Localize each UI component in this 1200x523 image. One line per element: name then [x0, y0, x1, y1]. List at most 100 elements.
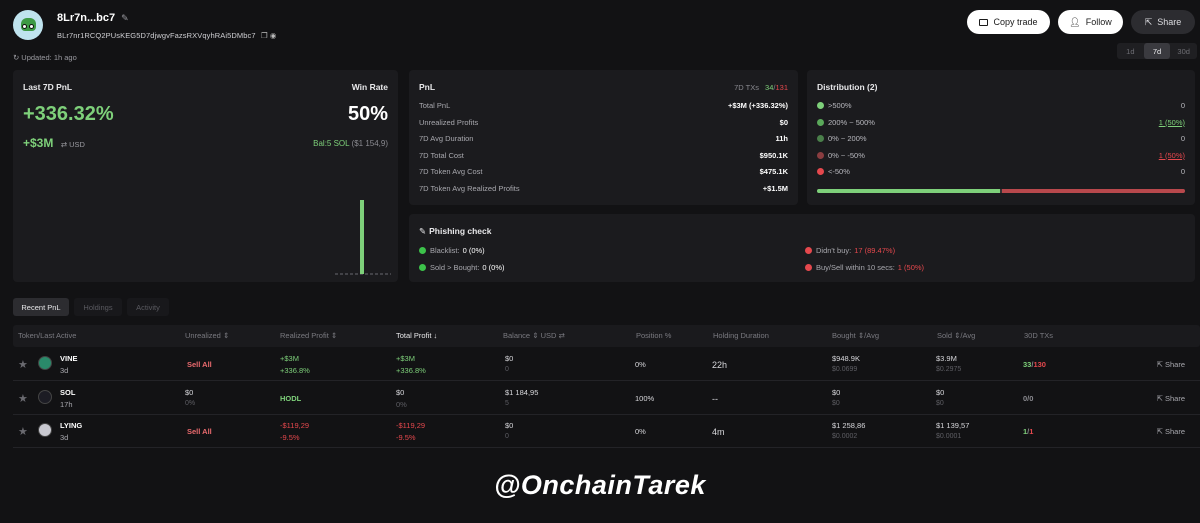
- period-1d[interactable]: 1d: [1126, 46, 1135, 56]
- refresh-icon[interactable]: ↻: [13, 53, 20, 62]
- sold-value: $1 139,57: [936, 421, 970, 430]
- hodl-badge: HODL: [280, 393, 302, 403]
- table-row[interactable]: ★ VINE 3d Sell All +$3M +336.8% +$3M +336.8% $0 0…: [13, 348, 1200, 381]
- status-dot-icon: [419, 264, 426, 271]
- pnl-row-label: 7D Token Avg Realized Profits: [419, 183, 520, 193]
- sell-all-button[interactable]: Sell All: [187, 360, 212, 369]
- pnl-row-label: 7D Total Cost: [419, 150, 464, 160]
- position-value: 0%: [635, 360, 646, 369]
- txs-sep: /: [773, 83, 776, 92]
- col-sold-label: Sold: [937, 331, 953, 340]
- share-label: Share: [1157, 17, 1182, 27]
- tab-activity[interactable]: Activity: [127, 298, 169, 316]
- distribution-row-label: <-50%: [828, 167, 850, 176]
- token-age: 3d: [60, 433, 69, 442]
- col-balance[interactable]: Balance ⇕ USD ⇄: [503, 331, 565, 340]
- token-icon: [38, 423, 52, 437]
- pnl-row-label: 7D Token Avg Cost: [419, 167, 483, 176]
- txs-sep: /: [1027, 427, 1030, 436]
- status-dot-icon: [805, 247, 812, 254]
- txs-label: 7D TXs: [734, 83, 759, 92]
- txs-win: 34: [765, 83, 774, 92]
- favorite-star-icon[interactable]: ★: [18, 426, 28, 438]
- bought-value: $948.9K: [832, 354, 860, 363]
- follow-label: Follow: [1085, 17, 1112, 27]
- total-sub: 0%: [396, 399, 407, 409]
- distribution-row-label: 200% ~ 500%: [828, 117, 875, 127]
- period-30d[interactable]: 30d: [1177, 46, 1190, 56]
- distribution-bar-red: [1002, 189, 1185, 193]
- favorite-star-icon[interactable]: ★: [18, 359, 28, 371]
- holding-duration: 4m: [712, 427, 725, 437]
- col-unrealized[interactable]: Unrealized ⇕: [185, 331, 229, 340]
- row-share-button[interactable]: ⇱ Share: [1157, 360, 1185, 369]
- table-row[interactable]: ★ SOL 17h $0 0% HODL $0 0% $1 184,95 5 100% -- $0 $0 $…: [13, 382, 1200, 415]
- status-dot-icon: [817, 151, 824, 159]
- txs-loss: 0: [1029, 393, 1034, 403]
- winrate-value: 50%: [347, 103, 388, 125]
- share-label: Share: [1164, 427, 1185, 436]
- phishing-panel: ✎ Phishing check Blacklist: 0 (0%) Sold > B…: [409, 214, 1195, 282]
- wallet-title: 8Lr7n...bc7 ✎: [57, 12, 129, 24]
- sell-all-button[interactable]: Sell All: [187, 427, 212, 436]
- col-token[interactable]: Token/Last Active: [18, 331, 76, 340]
- col-position-label: Position %: [636, 331, 672, 340]
- row-share-button[interactable]: ⇱ Share: [1157, 394, 1185, 403]
- explorer-icon[interactable]: ◉: [269, 31, 277, 40]
- col-total-label: Total Profit: [396, 331, 432, 340]
- status-dot-icon: [817, 118, 824, 126]
- balance-sub: 0: [505, 366, 509, 373]
- copy-trade-button[interactable]: Copy trade: [967, 10, 1050, 34]
- pnl-row-label: Total PnL: [419, 101, 451, 110]
- distribution-row-label: 0% ~ 200%: [828, 134, 867, 143]
- col-unrealized-label: Unrealized: [185, 331, 221, 340]
- sort-icon: ⇕: [532, 331, 539, 340]
- token-name[interactable]: VINE: [60, 354, 78, 363]
- distribution-row: <-50%: [817, 167, 850, 176]
- distribution-panel: Distribution (2) >500% 0 200% ~ 500% 1 (50%…: [807, 70, 1195, 205]
- distribution-row-value[interactable]: 1 (50%): [1158, 150, 1185, 160]
- distribution-row-value[interactable]: 1 (50%): [1158, 117, 1185, 127]
- col-realized[interactable]: Realized Profit ⇕: [280, 331, 337, 340]
- total-value: -$119,29: [396, 421, 426, 430]
- currency-toggle[interactable]: ⇄ USD: [61, 140, 85, 149]
- status-dot-icon: [817, 168, 824, 175]
- table-row[interactable]: ★ LYING 3d Sell All -$119,29 -9.5% -$119,29 -9.…: [13, 415, 1200, 448]
- tab-holdings[interactable]: Holdings: [74, 298, 122, 316]
- token-name[interactable]: SOL: [60, 387, 76, 397]
- share-button[interactable]: ⇱ Share: [1131, 10, 1195, 34]
- distribution-bar: [817, 189, 1185, 193]
- sold-avg: $0.0001: [936, 433, 962, 440]
- col-sold[interactable]: Sold ⇕/Avg: [937, 331, 975, 340]
- follow-button[interactable]: 👤︎ Follow: [1058, 10, 1123, 34]
- col-holding: Holding Duration: [713, 331, 769, 340]
- col-balance-label: Balance: [503, 331, 531, 340]
- txs-sep: /: [1027, 393, 1030, 403]
- swap-icon: ⇄: [558, 331, 565, 340]
- txs-value: 33/130: [1023, 360, 1046, 369]
- distribution-row: 0% ~ -50%: [817, 151, 865, 160]
- edit-pencil-icon[interactable]: ✎: [121, 13, 129, 23]
- col-bought[interactable]: Bought ⇕/Avg: [832, 331, 879, 340]
- tab-recent-pnl[interactable]: Recent PnL: [13, 298, 69, 316]
- copy-icon[interactable]: ❐: [260, 31, 268, 40]
- share-label: Share: [1164, 360, 1185, 369]
- col-txs-label: 30D TXs: [1024, 331, 1054, 340]
- token-name[interactable]: LYING: [60, 421, 83, 430]
- token-icon: [38, 356, 52, 370]
- balance-summary: Bal:5 SOL ($1 154,9): [313, 139, 388, 148]
- share-icon: ⇱: [1156, 427, 1165, 436]
- period-7d[interactable]: 7d: [1143, 43, 1171, 59]
- sort-icon: ⇕: [954, 331, 961, 340]
- row-share-button[interactable]: ⇱ Share: [1157, 427, 1185, 436]
- phishing-item: Buy/Sell within 10 secs: 1 (50%): [805, 263, 924, 272]
- balance-value: $1 184,95: [505, 387, 539, 397]
- favorite-star-icon[interactable]: ★: [18, 392, 28, 405]
- sold-avg: $0.2975: [936, 366, 962, 373]
- pnl-row-value: $475.1K: [759, 167, 788, 176]
- summary-label: Last 7D PnL: [23, 82, 73, 92]
- col-total[interactable]: Total Profit ↓: [396, 331, 437, 340]
- total-sub: -9.5%: [396, 433, 416, 442]
- distribution-row-value: 0: [1180, 167, 1185, 176]
- pnl-row-value: $950.1K: [759, 150, 788, 160]
